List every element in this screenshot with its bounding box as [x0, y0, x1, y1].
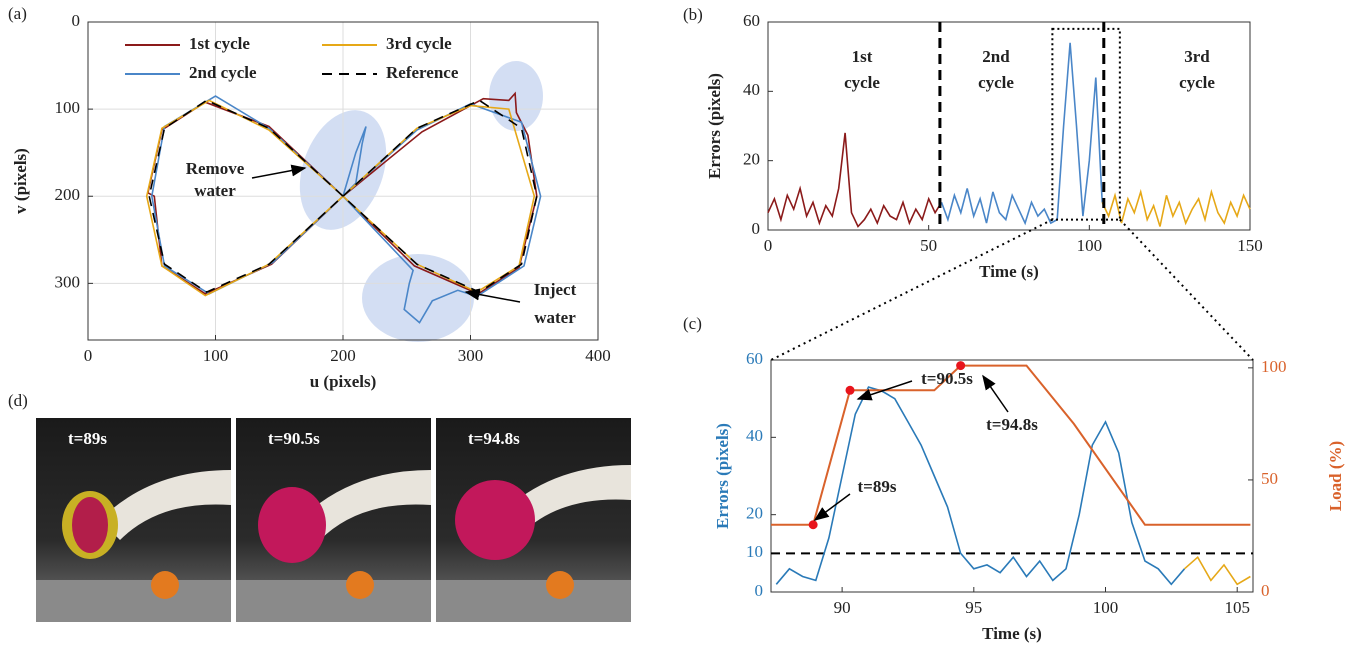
block — [151, 571, 179, 599]
annotation-arrow — [983, 376, 1008, 412]
y2-axis-label: Load (%) — [1326, 441, 1345, 511]
annotation: water — [194, 181, 236, 200]
y-tick-label: 100 — [55, 98, 81, 117]
y-tick-label: 40 — [746, 426, 763, 445]
highlight-ellipses — [284, 61, 543, 342]
x-tick-label: 100 — [1077, 236, 1103, 255]
gripper — [258, 487, 326, 563]
annotation: 3rd — [1184, 47, 1210, 66]
y-tick-label: 20 — [743, 150, 760, 169]
annotation: 1st — [852, 47, 873, 66]
legend-label: 3rd cycle — [386, 34, 452, 53]
x-tick-label: 200 — [330, 346, 356, 365]
photo — [236, 418, 431, 622]
annotation: t=89s — [858, 477, 897, 496]
y-axis-label: v (pixels) — [11, 148, 30, 214]
y-tick-label: 60 — [743, 11, 760, 30]
figure: (d) t=89s t=90.5s t=94.8s (a)01002003004… — [0, 0, 1353, 656]
annotation: Remove — [186, 159, 245, 178]
annotation: t=90.5s — [921, 369, 973, 388]
annotation: water — [534, 308, 576, 327]
x-tick-label: 100 — [203, 346, 229, 365]
x-tick-label: 300 — [458, 346, 484, 365]
annotation-arrow — [252, 168, 305, 178]
photo-caption: t=94.8s — [468, 429, 520, 448]
floor — [36, 580, 231, 622]
gripper — [72, 497, 108, 553]
annotation: t=94.8s — [986, 415, 1038, 434]
y-tick-label: 0 — [72, 11, 81, 30]
series-line — [768, 133, 942, 227]
panel-label: (a) — [8, 4, 27, 23]
series-line — [942, 43, 1103, 223]
x-tick-label: 0 — [764, 236, 773, 255]
annotation-arrow — [466, 292, 520, 302]
gripper — [455, 480, 535, 560]
panel-label: (b) — [683, 5, 703, 24]
y-tick-label: 200 — [55, 185, 81, 204]
y-tick-label: 0 — [755, 581, 764, 600]
x-tick-label: 150 — [1237, 236, 1263, 255]
y-tick-label: 60 — [746, 349, 763, 368]
zoom-connector — [771, 220, 1052, 360]
x-axis-label: Time (s) — [982, 624, 1042, 643]
x-tick-label: 400 — [585, 346, 611, 365]
series-line — [1102, 192, 1250, 227]
annotation: cycle — [978, 73, 1014, 92]
x-tick-label: 0 — [84, 346, 93, 365]
panel-label: (d) — [8, 391, 28, 410]
legend-label: 1st cycle — [189, 34, 250, 53]
series-line — [776, 387, 1184, 584]
series-line — [1185, 557, 1251, 584]
annotation: Inject — [534, 280, 577, 299]
y2-tick-label: 0 — [1261, 581, 1270, 600]
floor — [436, 580, 631, 622]
block — [546, 571, 574, 599]
y-axis-label: Errors (pixels) — [705, 73, 724, 179]
x-tick-label: 95 — [965, 598, 982, 617]
photo — [36, 418, 231, 622]
annotation: cycle — [1179, 73, 1215, 92]
y-tick-label: 0 — [752, 219, 761, 238]
series-line — [771, 366, 1250, 525]
y-tick-label: 20 — [746, 504, 763, 523]
y-tick-label: 300 — [55, 272, 81, 291]
y-tick-label: 10 — [746, 542, 763, 561]
annotation: cycle — [844, 73, 880, 92]
photo-caption: t=90.5s — [268, 429, 320, 448]
photo-panel: (d) t=89s t=90.5s t=94.8s — [8, 391, 631, 622]
y-axis-label: Errors (pixels) — [713, 423, 732, 529]
x-tick-label: 105 — [1224, 598, 1250, 617]
x-tick-label: 100 — [1093, 598, 1119, 617]
plot-frame — [771, 360, 1253, 592]
legend-label: Reference — [386, 63, 459, 82]
photo-caption: t=89s — [68, 429, 107, 448]
x-axis-label: Time (s) — [979, 262, 1039, 281]
x-tick-label: 50 — [920, 236, 937, 255]
event-point — [809, 520, 818, 529]
y2-tick-label: 100 — [1261, 357, 1287, 376]
block — [346, 571, 374, 599]
y2-tick-label: 50 — [1261, 469, 1278, 488]
photo — [436, 418, 631, 622]
event-point — [846, 386, 855, 395]
y-tick-label: 40 — [743, 80, 760, 99]
panel-label: (c) — [683, 314, 702, 333]
x-tick-label: 90 — [834, 598, 851, 617]
annotation: 2nd — [982, 47, 1010, 66]
zoom-connector — [1120, 220, 1253, 360]
floor — [236, 580, 431, 622]
x-axis-label: u (pixels) — [310, 372, 377, 391]
legend-label: 2nd cycle — [189, 63, 257, 82]
